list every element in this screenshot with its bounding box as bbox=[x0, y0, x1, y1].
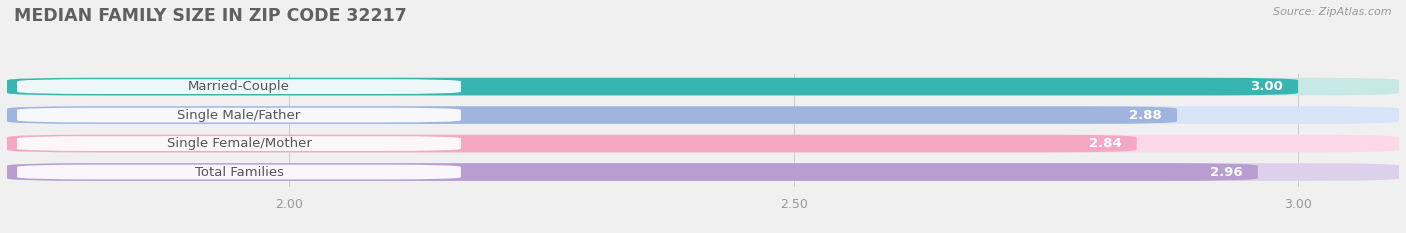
Text: Single Male/Father: Single Male/Father bbox=[177, 109, 301, 122]
FancyBboxPatch shape bbox=[17, 79, 461, 94]
FancyBboxPatch shape bbox=[7, 78, 1399, 96]
Text: Total Families: Total Families bbox=[194, 165, 284, 178]
FancyBboxPatch shape bbox=[7, 78, 1298, 96]
Text: MEDIAN FAMILY SIZE IN ZIP CODE 32217: MEDIAN FAMILY SIZE IN ZIP CODE 32217 bbox=[14, 7, 406, 25]
FancyBboxPatch shape bbox=[17, 136, 461, 151]
FancyBboxPatch shape bbox=[7, 106, 1399, 124]
Text: 2.88: 2.88 bbox=[1129, 109, 1161, 122]
Text: Single Female/Mother: Single Female/Mother bbox=[166, 137, 312, 150]
FancyBboxPatch shape bbox=[17, 108, 461, 123]
FancyBboxPatch shape bbox=[7, 163, 1399, 181]
FancyBboxPatch shape bbox=[7, 135, 1136, 152]
Text: 2.84: 2.84 bbox=[1088, 137, 1122, 150]
FancyBboxPatch shape bbox=[7, 135, 1399, 152]
FancyBboxPatch shape bbox=[7, 163, 1258, 181]
Text: 2.96: 2.96 bbox=[1211, 165, 1243, 178]
Text: 3.00: 3.00 bbox=[1250, 80, 1282, 93]
FancyBboxPatch shape bbox=[7, 106, 1177, 124]
Text: Married-Couple: Married-Couple bbox=[188, 80, 290, 93]
Text: Source: ZipAtlas.com: Source: ZipAtlas.com bbox=[1274, 7, 1392, 17]
FancyBboxPatch shape bbox=[17, 165, 461, 179]
